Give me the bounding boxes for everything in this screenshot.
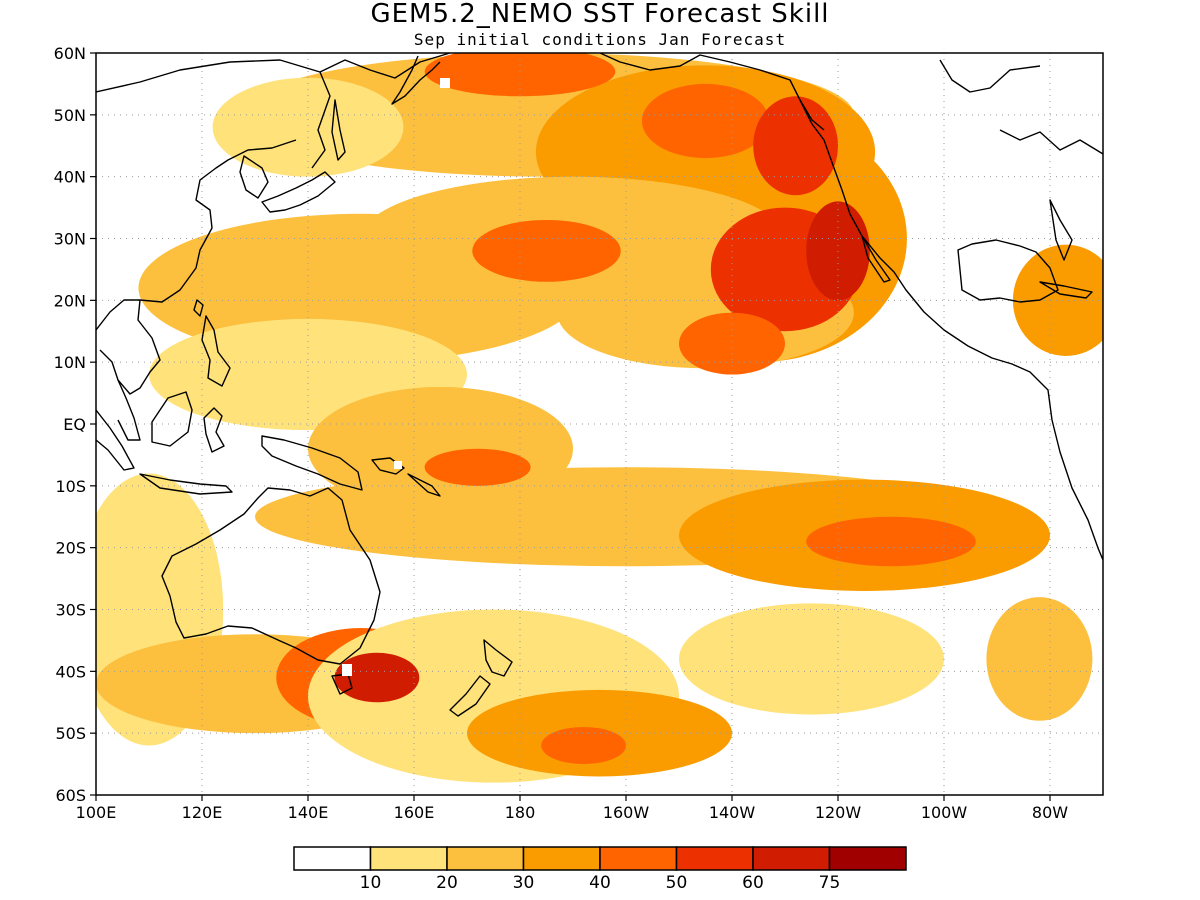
- coast-sumatra: [96, 409, 135, 471]
- colorbar-label: 75: [819, 873, 841, 893]
- coast-indochina: [99, 299, 161, 395]
- colorbar-label: 50: [666, 873, 688, 893]
- map-gridlines: [96, 53, 1103, 795]
- coast-taiwan: [193, 299, 204, 317]
- coastlines: [96, 53, 1103, 717]
- colorbar-swatch: [446, 846, 525, 871]
- colorbar-swatch: [828, 846, 907, 871]
- colorbar-label: 30: [513, 873, 535, 893]
- figure-subtitle: Sep initial conditions Jan Forecast: [414, 30, 786, 49]
- coast-sea-of-okhotsk: [311, 71, 331, 169]
- colorbar: 10 20 30 40 50 60 75: [293, 846, 907, 893]
- lat-tick-label: 50N: [54, 106, 86, 125]
- lon-tick-label: 160E: [394, 803, 435, 822]
- skill-region-16: [986, 597, 1093, 721]
- lon-tick-label: 80W: [1032, 803, 1068, 822]
- colorbar-swatch: [599, 846, 678, 871]
- lon-tick-label: 180: [505, 803, 536, 822]
- coast-kamchatka: [391, 55, 441, 105]
- coast-sulawesi: [203, 407, 225, 453]
- skill-shading: [96, 53, 1103, 783]
- colorbar-label: 20: [436, 873, 458, 893]
- lon-tick-label: 120W: [815, 803, 862, 822]
- coast-new-guinea: [261, 435, 363, 491]
- lat-tick-label: 30N: [54, 230, 86, 249]
- coast-canada-east: [999, 129, 1103, 155]
- missing-data-markers: [342, 65, 1001, 676]
- colorbar-swatch: [752, 846, 831, 871]
- skill-region-21: [753, 96, 838, 196]
- colorbar-swatch: [675, 846, 754, 871]
- lon-tick-label: 160W: [603, 803, 650, 822]
- colorbar-swatch: [293, 846, 372, 871]
- skill-region-28: [334, 652, 420, 703]
- colorbar-label: 40: [589, 873, 611, 893]
- lat-tick-label: 30S: [55, 601, 86, 620]
- coast-philippines: [201, 315, 231, 387]
- coast-borneo: [151, 391, 193, 447]
- coast-japan: [261, 171, 336, 213]
- longitude-axis: 100E 120E 140E 160E 180 160W 140W 120W 100W 80W: [76, 795, 1068, 822]
- lat-tick-label: 20S: [55, 539, 86, 558]
- skill-region-15: [679, 603, 944, 715]
- lon-tick-label: 100W: [921, 803, 968, 822]
- map-panel: [96, 53, 1103, 795]
- skill-region-24: [472, 219, 621, 282]
- skill-region-18: [212, 77, 404, 177]
- lat-tick-label: 20N: [54, 291, 86, 310]
- lon-tick-label: 120E: [182, 803, 223, 822]
- skill-region-20: [641, 83, 770, 159]
- lat-tick-label: 10S: [55, 477, 86, 496]
- lat-tick-label: 50S: [55, 724, 86, 743]
- coast-asia-north: [96, 53, 451, 93]
- skill-region-29: [541, 726, 626, 765]
- lat-tick-label: EQ: [63, 415, 86, 434]
- colorbar-swatch: [369, 846, 448, 871]
- coast-florida: [1049, 199, 1073, 261]
- coast-new-zealand: [449, 639, 513, 717]
- coast-gulf-of-mexico: [957, 239, 1059, 303]
- lon-tick-label: 140W: [709, 803, 756, 822]
- coast-sakhalin: [331, 99, 346, 161]
- coast-cuba: [1039, 281, 1093, 299]
- lat-tick-label: 10N: [54, 353, 86, 372]
- skill-region-19: [424, 53, 616, 97]
- colorbar-label: 60: [742, 873, 764, 893]
- lat-tick-label: 40N: [54, 168, 86, 187]
- figure-title: GEM5.2_NEMO SST Forecast Skill: [370, 0, 829, 29]
- coast-bismarck: [371, 457, 405, 475]
- skill-region-26: [424, 448, 531, 486]
- lat-tick-label: 60S: [55, 786, 86, 805]
- coast-baja: [861, 235, 891, 283]
- coast-china: [96, 139, 297, 331]
- coast-malay: [117, 379, 141, 441]
- colorbar-swatch: [522, 846, 601, 871]
- lon-tick-label: 140E: [288, 803, 329, 822]
- skill-region-17: [1012, 244, 1103, 356]
- coast-hudson: [939, 59, 1041, 93]
- coast-north-america-west: [799, 99, 1103, 561]
- skill-region-27: [806, 516, 976, 567]
- skill-region-23: [806, 201, 870, 301]
- latitude-axis: 60N 50N 40N 30N 20N 10N EQ 10S 20S 30S 40S 50S 60S: [54, 44, 96, 805]
- colorbar-label: 10: [360, 873, 382, 893]
- coast-solomons: [407, 473, 441, 497]
- coast-australia: [161, 487, 381, 665]
- lat-tick-label: 40S: [55, 662, 86, 681]
- lat-tick-label: 60N: [54, 44, 86, 63]
- skill-region-25: [679, 312, 785, 375]
- lon-tick-label: 100E: [76, 803, 117, 822]
- coast-korea: [239, 155, 269, 199]
- coast-java: [139, 473, 233, 495]
